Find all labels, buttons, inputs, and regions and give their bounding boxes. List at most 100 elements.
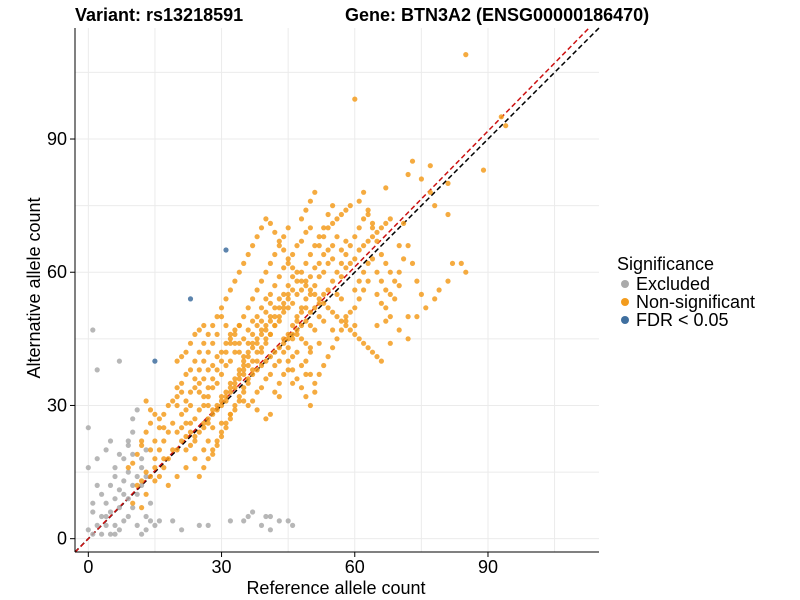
point-non-significant — [156, 416, 162, 422]
x-tick-label: 90 — [478, 557, 498, 577]
point-non-significant — [143, 491, 149, 497]
point-non-significant — [330, 345, 336, 351]
point-non-significant — [423, 305, 429, 311]
point-non-significant — [214, 367, 220, 373]
point-fdr-0-05 — [187, 296, 194, 302]
point-non-significant — [201, 402, 207, 409]
point-non-significant — [387, 269, 393, 275]
point-excluded — [107, 438, 114, 444]
point-non-significant — [139, 505, 145, 511]
point-non-significant — [210, 385, 216, 391]
point-non-significant — [196, 473, 202, 480]
point-non-significant — [250, 371, 256, 377]
point-non-significant — [365, 211, 371, 218]
point-non-significant — [338, 318, 344, 324]
point-non-significant — [227, 389, 233, 395]
point-non-significant — [130, 500, 136, 506]
point-non-significant — [347, 203, 353, 209]
point-non-significant — [303, 260, 309, 266]
point-non-significant — [227, 340, 233, 346]
point-non-significant — [223, 420, 229, 426]
point-excluded — [121, 491, 127, 497]
point-non-significant — [312, 380, 318, 386]
point-non-significant — [294, 269, 300, 275]
point-non-significant — [214, 442, 220, 448]
point-non-significant — [205, 420, 211, 426]
point-excluded — [90, 500, 96, 506]
point-excluded — [94, 456, 100, 462]
point-non-significant — [445, 211, 451, 218]
point-non-significant — [378, 251, 384, 258]
point-non-significant — [290, 336, 296, 342]
point-non-significant — [321, 362, 327, 369]
point-non-significant — [334, 291, 340, 297]
point-non-significant — [125, 465, 131, 471]
point-non-significant — [170, 398, 176, 404]
point-non-significant — [334, 216, 340, 222]
point-non-significant — [290, 322, 296, 329]
point-non-significant — [316, 243, 322, 249]
point-non-significant — [312, 327, 318, 333]
point-non-significant — [245, 376, 251, 382]
point-non-significant — [161, 411, 167, 417]
point-excluded — [112, 522, 118, 529]
point-non-significant — [276, 243, 282, 249]
point-non-significant — [325, 260, 331, 266]
point-non-significant — [170, 420, 176, 426]
point-non-significant — [387, 340, 393, 346]
point-excluded — [94, 367, 100, 373]
point-non-significant — [218, 358, 225, 364]
point-non-significant — [183, 371, 189, 377]
point-excluded — [99, 491, 105, 497]
point-non-significant — [254, 234, 260, 240]
point-non-significant — [232, 349, 238, 355]
point-non-significant — [192, 331, 198, 337]
point-non-significant — [205, 402, 211, 409]
point-non-significant — [321, 234, 327, 240]
point-non-significant — [205, 367, 211, 373]
point-non-significant — [432, 203, 438, 209]
point-non-significant — [276, 358, 282, 364]
point-non-significant — [369, 234, 376, 240]
legend-key — [621, 316, 629, 324]
point-non-significant — [325, 225, 331, 231]
point-excluded — [130, 505, 136, 511]
point-non-significant — [401, 220, 407, 226]
point-non-significant — [205, 438, 211, 444]
point-non-significant — [156, 473, 162, 480]
point-non-significant — [281, 265, 287, 271]
point-non-significant — [210, 451, 216, 457]
legend-label: Excluded — [636, 274, 710, 294]
point-non-significant — [258, 362, 265, 369]
point-non-significant — [258, 385, 265, 391]
point-non-significant — [254, 349, 260, 355]
point-non-significant — [205, 385, 211, 391]
point-non-significant — [258, 331, 265, 337]
point-non-significant — [383, 185, 389, 191]
point-non-significant — [258, 345, 265, 351]
point-non-significant — [307, 251, 313, 258]
point-non-significant — [236, 376, 242, 382]
point-non-significant — [281, 234, 287, 240]
point-excluded — [85, 465, 91, 471]
point-non-significant — [338, 260, 344, 266]
point-non-significant — [201, 447, 207, 453]
point-non-significant — [218, 305, 225, 311]
point-non-significant — [161, 465, 167, 471]
point-non-significant — [187, 420, 194, 426]
point-non-significant — [267, 314, 273, 320]
point-non-significant — [290, 274, 296, 280]
point-non-significant — [303, 340, 309, 346]
point-non-significant — [236, 269, 242, 275]
point-non-significant — [374, 269, 380, 275]
point-non-significant — [210, 340, 216, 346]
point-non-significant — [352, 287, 358, 293]
point-non-significant — [463, 269, 469, 275]
point-non-significant — [374, 238, 380, 244]
point-non-significant — [352, 96, 358, 102]
point-non-significant — [218, 398, 225, 404]
point-non-significant — [232, 278, 238, 284]
point-non-significant — [214, 380, 220, 386]
point-non-significant — [174, 385, 180, 391]
point-non-significant — [330, 327, 336, 333]
